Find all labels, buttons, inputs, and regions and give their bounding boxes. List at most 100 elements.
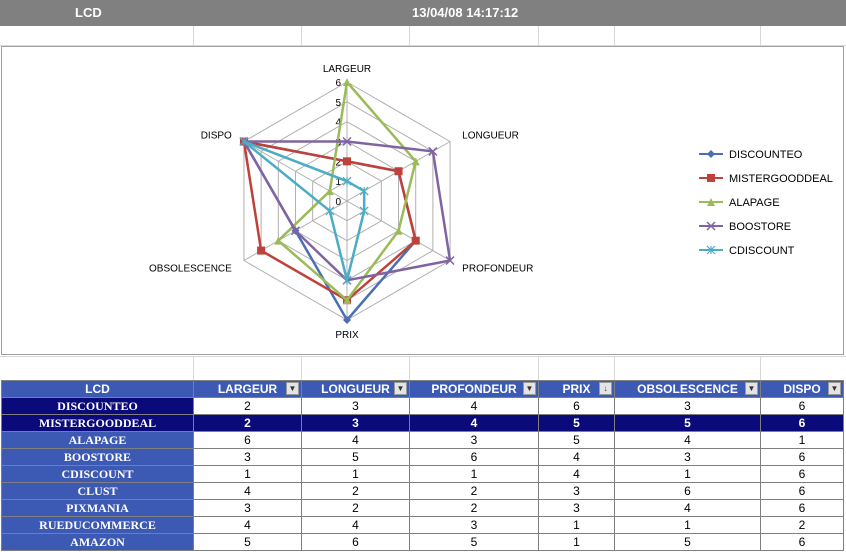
column-header[interactable]: LARGEUR ▼ (193, 380, 302, 398)
value-cell[interactable]: 5 (538, 414, 615, 432)
row-name-cell[interactable]: ALAPAGE (1, 431, 194, 449)
filter-dropdown-icon[interactable]: ▼ (745, 382, 758, 395)
value-cell[interactable]: 3 (538, 499, 615, 517)
value-cell[interactable]: 1 (193, 465, 302, 483)
value-cell[interactable]: 6 (760, 448, 844, 466)
table-row[interactable]: PIXMANIA 3 2 2 3 4 6 (1, 499, 844, 517)
data-point (343, 316, 351, 324)
value-cell[interactable]: 1 (301, 465, 410, 483)
value-cell[interactable]: 1 (538, 516, 615, 534)
row-name-cell[interactable]: PIXMANIA (1, 499, 194, 517)
value-cell[interactable]: 4 (614, 499, 761, 517)
column-header[interactable]: LONGUEUR ▼ (301, 380, 410, 398)
value-cell[interactable]: 4 (614, 431, 761, 449)
table-row[interactable]: CDISCOUNT 1 1 1 4 1 6 (1, 465, 844, 483)
value-cell[interactable]: 1 (760, 431, 844, 449)
value-cell[interactable]: 5 (538, 431, 615, 449)
filter-dropdown-icon[interactable]: ▼ (828, 382, 841, 395)
value-cell[interactable]: 5 (614, 414, 761, 432)
value-cell[interactable]: 5 (409, 533, 539, 551)
value-cell[interactable]: 2 (409, 482, 539, 500)
table-row[interactable]: CLUST 4 2 2 3 6 6 (1, 482, 844, 500)
value-cell[interactable]: 4 (193, 516, 302, 534)
value-cell[interactable]: 2 (193, 397, 302, 415)
filter-dropdown-icon[interactable]: ▼ (523, 382, 536, 395)
value-cell[interactable]: 1 (614, 465, 761, 483)
value-cell[interactable]: 6 (538, 397, 615, 415)
value-cell[interactable]: 6 (409, 448, 539, 466)
value-cell[interactable]: 5 (301, 448, 410, 466)
value-cell[interactable]: 4 (538, 448, 615, 466)
value-cell[interactable]: 2 (193, 414, 302, 432)
row-name-cell[interactable]: CLUST (1, 482, 194, 500)
legend-entry: MISTERGOODDEAL (729, 173, 833, 185)
value-cell[interactable]: 1 (538, 533, 615, 551)
value-cell[interactable]: 3 (614, 448, 761, 466)
table-row[interactable]: DISCOUNTEO 2 3 4 6 3 6 (1, 397, 844, 415)
row-name-cell[interactable]: MISTERGOODDEAL (1, 414, 194, 432)
value-cell[interactable]: 3 (409, 516, 539, 534)
value-cell[interactable]: 3 (614, 397, 761, 415)
value-cell[interactable]: 4 (538, 465, 615, 483)
row-name-cell[interactable]: AMAZON (1, 533, 194, 551)
value-cell[interactable]: 1 (409, 465, 539, 483)
column-header[interactable]: DISPO ▼ (760, 380, 844, 398)
value-cell[interactable]: 6 (760, 397, 844, 415)
value-cell[interactable]: 6 (760, 414, 844, 432)
timestamp: 13/04/08 14:17:12 (412, 5, 519, 20)
sort-descending-icon[interactable]: ↓ (599, 382, 612, 395)
filter-dropdown-icon[interactable]: ▼ (394, 382, 407, 395)
value-cell[interactable]: 6 (760, 533, 844, 551)
value-cell[interactable]: 5 (193, 533, 302, 551)
value-cell[interactable]: 4 (409, 397, 539, 415)
value-cell[interactable]: 6 (760, 499, 844, 517)
data-point (707, 198, 715, 206)
value-cell[interactable]: 1 (614, 516, 761, 534)
value-cell[interactable]: 4 (301, 516, 410, 534)
value-cell[interactable]: 3 (409, 431, 539, 449)
filter-dropdown-icon[interactable]: ▼ (286, 382, 299, 395)
row-name-cell[interactable]: RUEDUCOMMERCE (1, 516, 194, 534)
radar-chart-area[interactable]: 0 1 2 3 4 5 6 LARGEUR LONGUEUR PROFONDEUR PRIX OBSO… (1, 46, 844, 355)
spreadsheet-gridlines-mid (0, 356, 846, 380)
row-name-cell[interactable]: BOOSTORE (1, 448, 194, 466)
value-cell[interactable]: 2 (301, 499, 410, 517)
data-point (394, 226, 403, 235)
value-cell[interactable]: 6 (614, 482, 761, 500)
value-cell[interactable]: 2 (760, 516, 844, 534)
value-cell[interactable]: 3 (538, 482, 615, 500)
data-point (707, 150, 715, 158)
data-point (394, 167, 403, 176)
value-cell[interactable]: 6 (760, 465, 844, 483)
value-cell[interactable]: 3 (301, 397, 410, 415)
data-point (411, 236, 420, 245)
value-cell[interactable]: 6 (193, 431, 302, 449)
value-cell[interactable]: 4 (193, 482, 302, 500)
value-cell[interactable]: 2 (409, 499, 539, 517)
row-name-cell[interactable]: DISCOUNTEO (1, 397, 194, 415)
column-header[interactable]: PROFONDEUR ▼ (409, 380, 539, 398)
table-row[interactable]: RUEDUCOMMERCE 4 4 3 1 1 2 (1, 516, 844, 534)
column-header[interactable]: OBSOLESCENCE ▼ (614, 380, 761, 398)
tick-label: 6 (335, 78, 341, 89)
tick-label: 2 (335, 157, 341, 168)
table-row[interactable]: ALAPAGE 6 4 3 5 4 1 (1, 431, 844, 449)
column-header[interactable]: PRIX ↓ (538, 380, 615, 398)
value-cell[interactable]: 6 (301, 533, 410, 551)
row-name-cell[interactable]: CDISCOUNT (1, 465, 194, 483)
value-cell[interactable]: 2 (301, 482, 410, 500)
value-cell[interactable]: 3 (193, 448, 302, 466)
data-table: LCD LARGEUR ▼ LONGUEUR ▼ PROFONDEUR ▼ PRIX ↓… (1, 380, 844, 551)
axis-label: PRIX (335, 330, 359, 341)
table-row[interactable]: AMAZON 5 6 5 1 5 6 (1, 533, 844, 551)
table-row[interactable]: BOOSTORE 3 5 6 4 3 6 (1, 448, 844, 466)
value-cell[interactable]: 4 (301, 431, 410, 449)
table-row[interactable]: MISTERGOODDEAL 2 3 4 5 5 6 (1, 414, 844, 432)
data-point (706, 221, 716, 231)
value-cell[interactable]: 3 (193, 499, 302, 517)
value-cell[interactable]: 6 (760, 482, 844, 500)
value-cell[interactable]: 3 (301, 414, 410, 432)
value-cell[interactable]: 5 (614, 533, 761, 551)
sheet-header-bar: LCD 13/04/08 14:17:12 (0, 0, 846, 26)
value-cell[interactable]: 4 (409, 414, 539, 432)
